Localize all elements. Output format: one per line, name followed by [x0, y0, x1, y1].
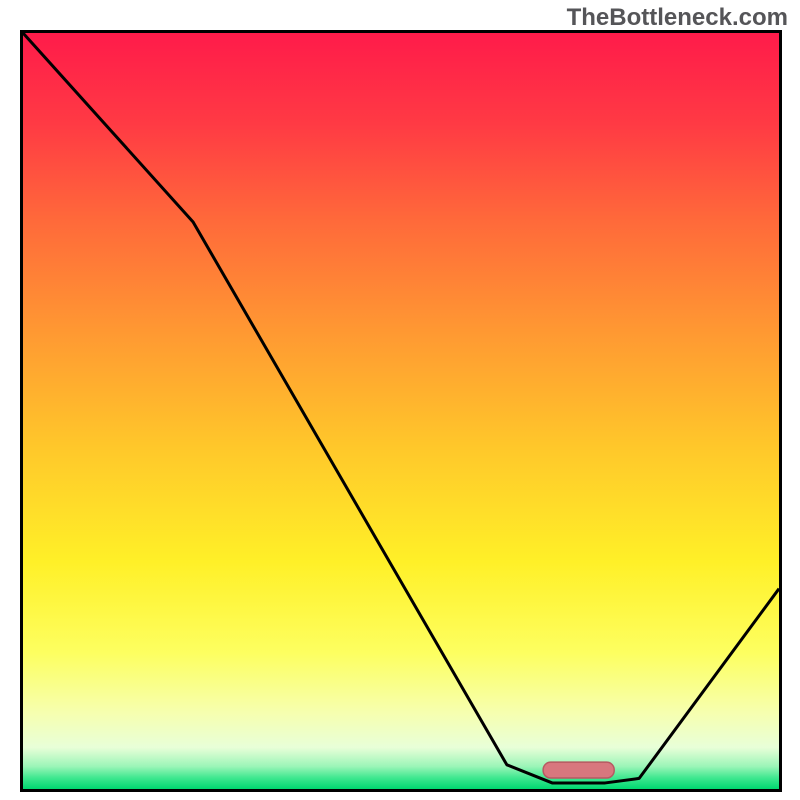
- watermark-text: TheBottleneck.com: [567, 4, 788, 32]
- plot-overlay-svg: [23, 33, 779, 789]
- bottleneck-marker: [543, 762, 614, 778]
- curve-line: [23, 33, 779, 783]
- plot-area: [20, 30, 782, 792]
